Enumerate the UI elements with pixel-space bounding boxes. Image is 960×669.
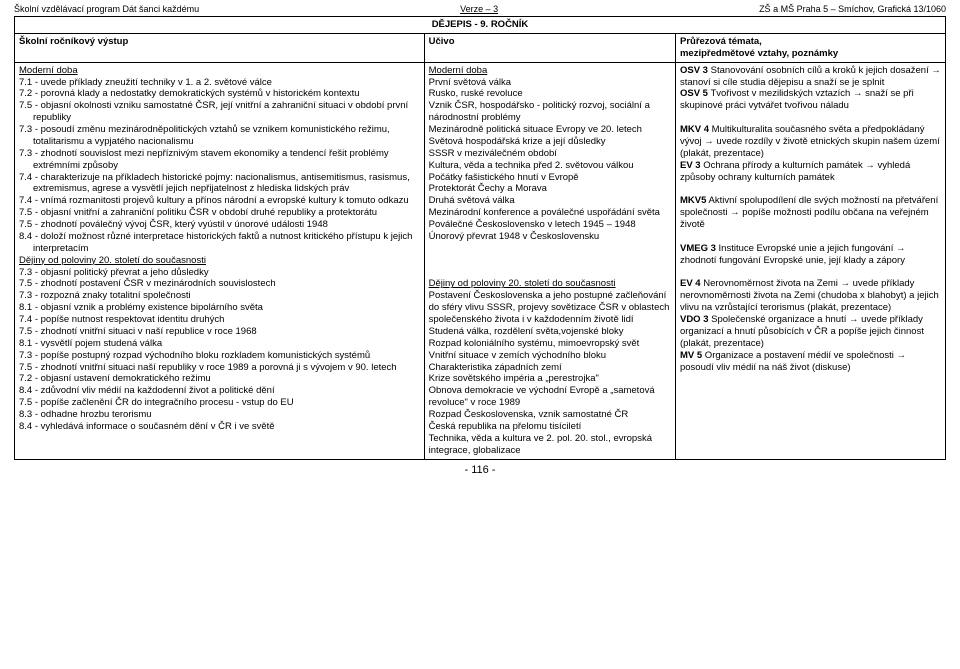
c2-line: Protektorát Čechy a Morava [429, 183, 671, 195]
c3-line: VDO 3 Společenské organizace a hnutí → u… [680, 314, 941, 350]
c3-line [680, 231, 941, 243]
c2-line: Postavení Československa a jeho postupné… [429, 290, 671, 326]
c1-line: 7.5 - objasní okolnosti vzniku samostatn… [19, 100, 420, 124]
c3-line: EV 3 Ochrana přírody a kulturních památe… [680, 160, 941, 184]
c2-line: Obnova demokracie ve východní Evropě a „… [429, 385, 671, 409]
outcomes-cell: Moderní doba7.1 - uvede příklady zneužit… [15, 62, 425, 459]
c2-line: Studená válka, rozdělení světa,vojenské … [429, 326, 671, 338]
col-header-2: Učivo [424, 33, 675, 62]
c1-line: 7.5 - objasní vnitřní a zahraniční polit… [19, 207, 420, 219]
c2-line: Kultura, věda a technika před 2. světovo… [429, 160, 671, 172]
c2-line: Mezinárodní konference a poválečné uspoř… [429, 207, 671, 219]
c2-line: Rozpad Československa, vznik samostatné … [429, 409, 671, 421]
c1-line: 7.4 - charakterizuje na příkladech histo… [19, 172, 420, 196]
c3-line: EV 4 Nerovnoměrnost života na Zemi → uve… [680, 278, 941, 314]
c2-line: Světová hospodářská krize a její důsledk… [429, 136, 671, 148]
c2-line [429, 243, 671, 255]
c1-line: 7.3 - objasní politický převrat a jeho d… [19, 267, 420, 279]
c2-line: SSSR v meziválečném období [429, 148, 671, 160]
c2-line: První světová válka [429, 77, 671, 89]
c1-line: 7.2 - porovná klady a nedostatky demokra… [19, 88, 420, 100]
c1-line: 8.4 - vyhledává informace o současném dě… [19, 421, 420, 433]
c2-line: Moderní doba [429, 65, 671, 77]
c1-line: 7.2 - objasní ustavení demokratického re… [19, 373, 420, 385]
col-header-3: Průřezová témata, mezipředmětové vztahy,… [675, 33, 945, 62]
c3-line: MKV 4 Multikulturalita současného světa … [680, 124, 941, 160]
c3-line: MV 5 Organizace a postavení médií ve spo… [680, 350, 941, 374]
c2-line: Dějiny od poloviny 20. století do součas… [429, 278, 671, 290]
c2-line: Únorový převrat 1948 v Československu [429, 231, 671, 243]
c1-line: 7.3 - rozpozná znaky totalitní společnos… [19, 290, 420, 302]
c3-line [680, 183, 941, 195]
c1-line: 7.3 - posoudí změnu mezinárodněpolitický… [19, 124, 420, 148]
c3-line: OSV 3 Stanovování osobních cílů a kroků … [680, 65, 941, 89]
c1-line: 7.1 - uvede příklady zneužití techniky v… [19, 77, 420, 89]
c1-line: 7.5 - zhodnotí postavení ČSR v mezinárod… [19, 278, 420, 290]
cross-topics-cell: OSV 3 Stanovování osobních cílů a kroků … [675, 62, 945, 459]
c1-line: 7.5 - popíše začlenění ČR do integračníh… [19, 397, 420, 409]
c2-line: Rozpad koloniálního systému, mimoevropsk… [429, 338, 671, 350]
c2-line: Vznik ČSR, hospodářsko - politický rozvo… [429, 100, 671, 124]
page: Školní vzdělávací program Dát šanci každ… [0, 0, 960, 669]
c2-line: Mezinárodně politická situace Evropy ve … [429, 124, 671, 136]
c2-line: Krize sovětského impéria a „perestrojka" [429, 373, 671, 385]
doc-header: Školní vzdělávací program Dát šanci každ… [14, 4, 946, 14]
c1-line: 7.5 - zhodnotí vnitřní situaci v naší re… [19, 326, 420, 338]
c1-line: 8.4 - zdůvodní vliv médií na každodenní … [19, 385, 420, 397]
c1-line: 7.3 - popíše postupný rozpad východního … [19, 350, 420, 362]
c1-line: 7.3 - zhodnotí souvislost mezi nepřízniv… [19, 148, 420, 172]
c3-line: VMEG 3 Instituce Evropské unie a jejich … [680, 243, 941, 267]
doc-header-left: Školní vzdělávací program Dát šanci každ… [14, 4, 199, 14]
c1-line: 8.4 - doloží možnost různé interpretace … [19, 231, 420, 255]
c3-line [680, 267, 941, 279]
doc-header-right: ZŠ a MŠ Praha 5 – Smíchov, Grafická 13/1… [759, 4, 946, 14]
c2-line: Charakteristika západních zemí [429, 362, 671, 374]
c3-line: MKV5 Aktivní spolupodílení dle svých mož… [680, 195, 941, 231]
doc-header-mid: Verze – 3 [460, 4, 498, 14]
curriculum-table: DĚJEPIS - 9. ROČNÍK Školní ročníkový výs… [14, 16, 946, 460]
c1-line: 7.5 - zhodnotí vnitřní situaci naší repu… [19, 362, 420, 374]
c1-line: 7.4 - popíše nutnost respektovat identit… [19, 314, 420, 326]
c1-line: 7.4 - vnímá rozmanitosti projevů kultury… [19, 195, 420, 207]
c2-line: Počátky fašistického hnutí v Evropě [429, 172, 671, 184]
c2-line: Vnitřní situace v zemích východního blok… [429, 350, 671, 362]
c2-line: Technika, věda a kultura ve 2. pol. 20. … [429, 433, 671, 457]
c2-line [429, 267, 671, 279]
table-title: DĚJEPIS - 9. ROČNÍK [15, 17, 946, 34]
c2-line: Česká republika na přelomu tisíciletí [429, 421, 671, 433]
c3-line [680, 112, 941, 124]
c1-line: Moderní doba [19, 65, 420, 77]
c2-line [429, 255, 671, 267]
c2-line: Druhá světová válka [429, 195, 671, 207]
col-header-1: Školní ročníkový výstup [15, 33, 425, 62]
page-number: - 116 - [14, 464, 946, 476]
c1-line: 8.1 - objasní vznik a problémy existence… [19, 302, 420, 314]
subject-matter-cell: Moderní dobaPrvní světová válkaRusko, ru… [424, 62, 675, 459]
c1-line: Dějiny od poloviny 20. století do součas… [19, 255, 420, 267]
c1-line: 8.3 - odhadne hrozbu terorismu [19, 409, 420, 421]
c3-line: OSV 5 Tvořivost v mezilidských vztazích … [680, 88, 941, 112]
c1-line: 7.5 - zhodnotí poválečný vývoj ČSR, kter… [19, 219, 420, 231]
c2-line: Rusko, ruské revoluce [429, 88, 671, 100]
c2-line: Poválečné Československo v letech 1945 –… [429, 219, 671, 231]
c1-line: 8.1 - vysvětlí pojem studená válka [19, 338, 420, 350]
